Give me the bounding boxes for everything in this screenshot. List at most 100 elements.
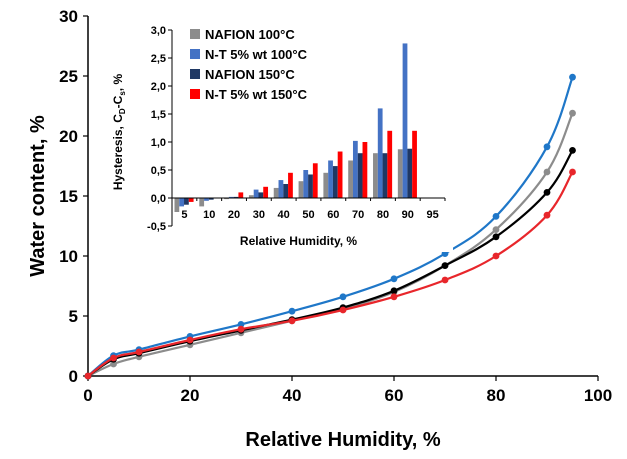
main-series-2-point: [441, 262, 449, 269]
inset-bar-3: [412, 130, 417, 198]
main-series-0-point: [237, 321, 245, 328]
inset-bar-2: [283, 184, 289, 198]
inset-bar-2: [258, 192, 264, 198]
main-series-3-point: [135, 348, 143, 356]
inset-x-tick-label: 70: [352, 209, 364, 221]
main-x-tick-label: 20: [181, 386, 200, 405]
main-series-1-point: [569, 109, 576, 117]
inset-bar-2: [357, 153, 363, 198]
inset-bar-1: [377, 108, 383, 198]
inset-x-tick-label: 50: [302, 209, 314, 221]
inset-bar-0: [397, 149, 403, 198]
legend-label-0: NAFION 100°C: [205, 27, 295, 42]
inset-bar-0: [348, 160, 353, 198]
main-series-1-point: [543, 168, 551, 176]
inset-x-tick-label: 40: [278, 209, 290, 221]
inset-bar-3: [188, 198, 194, 202]
main-series-0-point: [288, 307, 296, 315]
inset-x-tick-label: 95: [426, 209, 438, 221]
inset-bar-0: [248, 195, 254, 198]
main-series-3-point: [237, 325, 245, 333]
inset-bar-1: [402, 43, 408, 198]
inset-bar-2: [208, 198, 214, 200]
main-y-tick-label: 30: [59, 7, 78, 26]
inset-bar-0: [224, 198, 229, 200]
inset-bar-0: [298, 181, 304, 198]
inset-bar-3: [362, 142, 368, 198]
main-series-0-point: [543, 143, 551, 151]
inset-y-tick-label: -0,5: [147, 221, 166, 233]
inset-y-tick-label: 0,0: [151, 193, 166, 205]
inset-bar-3: [263, 186, 269, 198]
main-series-0-point: [569, 73, 576, 81]
inset-background: [108, 10, 453, 252]
main-series-3-point: [390, 293, 398, 301]
inset-y-title-suffix: , %: [111, 74, 125, 92]
legend-label-1: N-T 5% wt 100°C: [205, 47, 308, 62]
inset-y-tick-label: 2,0: [151, 81, 166, 93]
main-y-tick-label: 10: [59, 247, 78, 266]
main-series-3-point: [569, 168, 576, 176]
legend-swatch-2: [190, 69, 200, 79]
main-series-3-point: [110, 354, 117, 362]
inset-bar-1: [303, 170, 309, 198]
inset-bar-1: [179, 198, 185, 207]
inset-bar-2: [407, 148, 413, 198]
main-y-tick-label: 0: [69, 367, 78, 386]
inset-bar-3: [312, 163, 318, 198]
main-series-2-point: [569, 147, 576, 154]
inset-x-tick-label: 10: [203, 209, 215, 221]
main-series-3-point: [186, 336, 194, 344]
inset-x-tick-label: 20: [228, 209, 240, 221]
inset-bar-0: [273, 187, 279, 198]
main-series-3-point: [492, 252, 500, 260]
inset-y-tick-label: 2,5: [151, 53, 166, 65]
inset-bar-1: [204, 198, 209, 201]
inset-y-title-main: Hysteresis, C: [111, 114, 125, 190]
main-x-tick-label: 80: [487, 386, 506, 405]
inset-y-title-mid: -C: [111, 95, 125, 108]
inset-x-tick-label: 80: [377, 209, 389, 221]
main-series-1-point: [110, 360, 117, 368]
main-series-2-point: [390, 287, 398, 295]
inset-bar-2: [308, 174, 313, 198]
main-series-2-point: [492, 233, 500, 241]
main-series-3-point: [288, 317, 296, 325]
main-series-0-point: [492, 213, 500, 220]
legend-swatch-1: [190, 49, 200, 59]
inset-y-tick-label: 1,0: [151, 137, 166, 149]
inset-x-axis-title: Relative Humidity, %: [240, 234, 357, 248]
main-x-tick-label: 0: [83, 386, 92, 405]
inset-bar-3: [288, 172, 293, 198]
inset-y-axis-title: Hysteresis, CD-Cs, %: [111, 74, 127, 191]
inset-bar-3: [337, 151, 343, 198]
main-y-axis-title: Water content, %: [27, 115, 49, 277]
inset-x-tick-label: 5: [181, 209, 187, 221]
main-x-axis-title: Relative Humidity, %: [245, 429, 440, 451]
inset-x-tick-label: 90: [402, 209, 414, 221]
main-y-tick-label: 20: [59, 127, 78, 146]
inset-bar-2: [382, 153, 388, 198]
inset-bar-1: [278, 180, 284, 198]
main-series-3-point: [339, 306, 347, 314]
inset-bar-0: [199, 198, 205, 207]
main-x-tick-label: 60: [385, 386, 404, 405]
inset-bar-1: [228, 196, 234, 198]
legend-label-3: N-T 5% wt 150°C: [205, 87, 308, 102]
inset-bar-0: [323, 172, 329, 198]
main-y-tick-label: 15: [59, 187, 78, 206]
main-y-tick-label: 5: [69, 307, 78, 326]
inset-bar-2: [184, 198, 189, 205]
inset-x-tick-label: 30: [253, 209, 265, 221]
main-series-0-point: [390, 275, 398, 283]
inset-y-title-sub-s: s: [118, 91, 127, 96]
main-x-tick-label: 100: [584, 386, 612, 405]
inset-bar-0: [174, 198, 180, 212]
inset-y-tick-label: 3,0: [151, 25, 166, 37]
main-series-3-point: [84, 372, 92, 380]
inset-bar-2: [233, 196, 239, 198]
inset-bar-2: [332, 166, 338, 198]
main-series-0-point: [339, 293, 347, 301]
